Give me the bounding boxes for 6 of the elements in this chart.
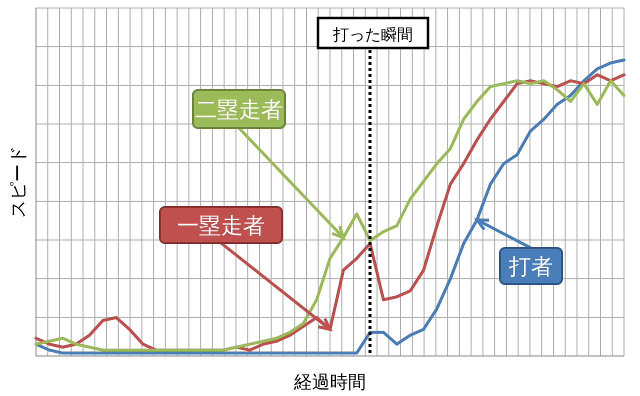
text: 二塁走者 [195, 98, 283, 123]
y-axis-title: スピード [8, 146, 29, 218]
text: 一塁走者 [177, 214, 265, 239]
legend-label: 打者 [508, 255, 553, 280]
x-axis-title: 経過時間 [293, 372, 366, 393]
text: 打った瞬間 [332, 25, 413, 44]
